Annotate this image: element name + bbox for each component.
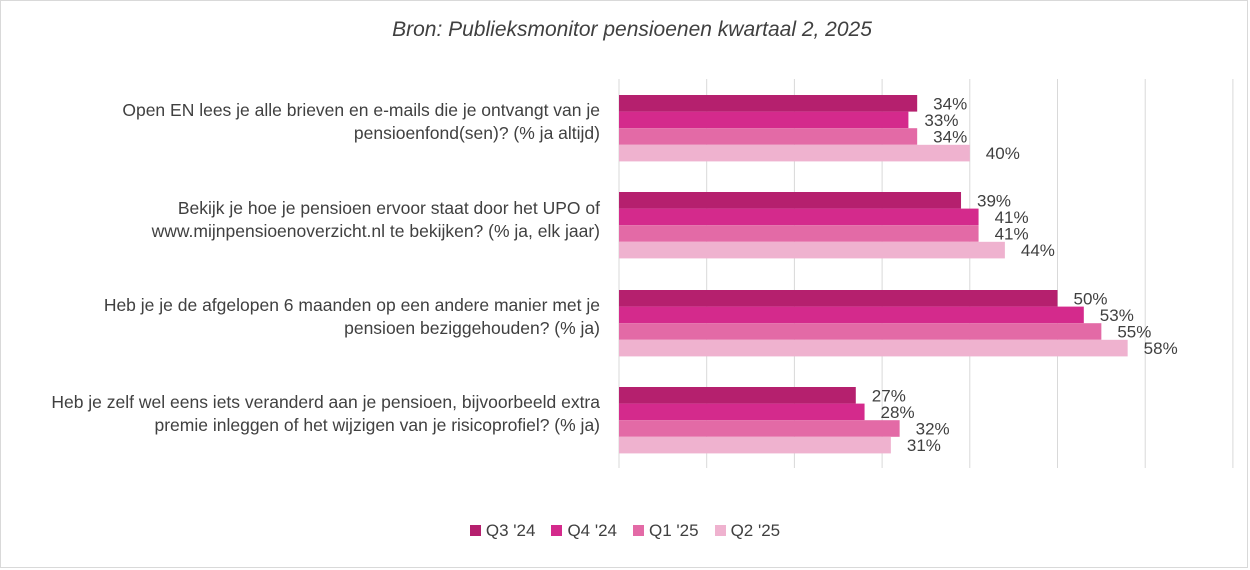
data-label: 41%	[995, 225, 1029, 244]
legend-swatch	[633, 525, 644, 536]
category-label: Open EN lees je alle brieven en e-mails …	[0, 99, 600, 145]
bar	[619, 95, 918, 112]
bar	[619, 192, 962, 209]
bar	[619, 339, 1128, 357]
category-label-line: premie inleggen of het wijzigen van je r…	[154, 415, 601, 435]
legend-item: Q4 '24	[551, 521, 617, 541]
data-label: 34%	[933, 94, 967, 113]
legend: Q3 '24 Q4 '24 Q1 '25 Q2 '25	[0, 521, 1250, 541]
data-label: 39%	[977, 191, 1011, 210]
data-label: 44%	[1021, 241, 1055, 260]
bar	[619, 403, 865, 421]
bar	[619, 208, 979, 226]
legend-item: Q3 '24	[469, 521, 536, 541]
category-label: Bekijk je hoe je pensioen ervoor staat d…	[0, 197, 600, 243]
data-label: 58%	[1144, 339, 1178, 358]
legend-swatch	[714, 525, 726, 536]
data-label: 55%	[1117, 323, 1151, 342]
data-label: 31%	[907, 436, 941, 455]
bar	[619, 128, 918, 145]
bar	[619, 225, 979, 242]
legend-label: Q1 '25	[649, 521, 699, 540]
category-label: Heb je je de afgelopen 6 maanden op een …	[0, 294, 600, 340]
bar	[619, 387, 856, 404]
bar	[619, 436, 891, 454]
legend-item: Q2 '25	[714, 521, 781, 541]
data-label: 28%	[881, 403, 915, 422]
category-label: Heb je zelf wel eens iets veranderd aan …	[0, 391, 600, 437]
bar	[619, 306, 1084, 324]
data-label: 33%	[924, 111, 958, 130]
category-label-line: www.mijnpensioenoverzicht.nl te bekijken…	[151, 221, 600, 241]
bar	[619, 290, 1058, 307]
category-label-line: Heb je zelf wel eens iets veranderd aan …	[51, 392, 600, 412]
data-label: 27%	[872, 386, 906, 405]
legend-label: Q2 '25	[730, 521, 781, 540]
data-label: 32%	[916, 420, 950, 439]
bar	[619, 323, 1102, 340]
bar	[619, 111, 909, 129]
bar	[619, 144, 970, 162]
data-label: 53%	[1100, 306, 1134, 325]
data-label: 41%	[995, 208, 1029, 227]
legend-swatch	[551, 525, 563, 536]
category-label-line: Open EN lees je alle brieven en e-mails …	[122, 100, 600, 120]
category-label-line: pensioen beziggehouden? (% ja)	[344, 318, 600, 338]
legend-label: Q4 '24	[567, 521, 617, 540]
data-label: 34%	[933, 128, 967, 147]
data-label: 40%	[986, 144, 1020, 163]
chart-title: Bron: Publieksmonitor pensioenen kwartaa…	[392, 18, 872, 41]
legend-swatch	[469, 525, 481, 536]
category-label-line: Heb je je de afgelopen 6 maanden op een …	[103, 295, 600, 315]
category-label-line: pensioenfond(sen)? (% ja altijd)	[353, 123, 600, 143]
legend-label: Q3 '24	[485, 521, 536, 540]
category-label-line: Bekijk je hoe je pensioen ervoor staat d…	[177, 198, 600, 218]
legend-item: Q1 '25	[633, 521, 699, 541]
bar	[619, 241, 1005, 259]
data-label: 50%	[1074, 289, 1108, 308]
bar	[619, 420, 900, 437]
